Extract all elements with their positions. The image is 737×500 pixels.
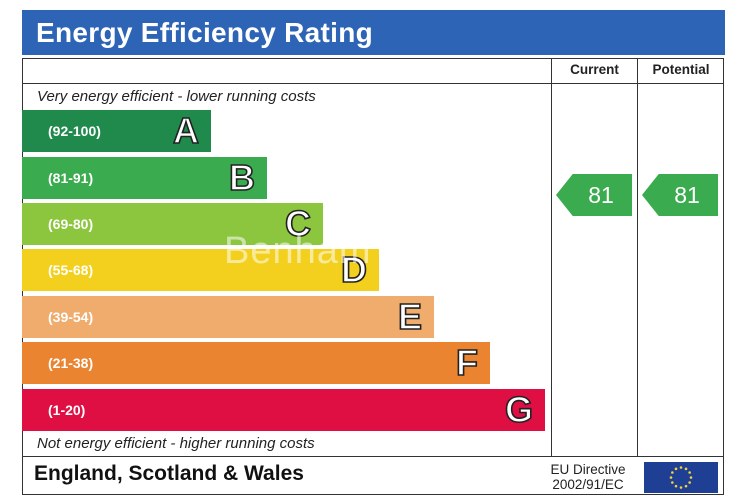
band-range: (55-68) (48, 262, 94, 278)
band-c: (69-80) C (22, 202, 323, 245)
eu-stars-icon (669, 466, 693, 489)
column-divider-potential (637, 58, 638, 456)
eu-star-icon (674, 467, 678, 471)
directive-line-2: 2002/91/EC (552, 477, 624, 492)
column-header-divider (22, 83, 724, 84)
directive-line-1: EU Directive (550, 462, 626, 477)
eu-directive: EU Directive 2002/91/EC (536, 462, 640, 492)
band-b: (81-91) B (22, 156, 267, 199)
eu-star-icon (671, 471, 674, 474)
current-column-header: Current (570, 62, 619, 77)
band-letter: G (504, 388, 534, 431)
eu-star-icon (689, 476, 693, 479)
chart-title: Energy Efficiency Rating (22, 10, 725, 55)
current-rating-arrow: 81 (556, 174, 632, 216)
column-divider-current (551, 58, 552, 456)
band-letter: D (340, 248, 368, 291)
bottom-note: Not energy efficient - higher running co… (37, 435, 315, 452)
band-range: (39-54) (48, 309, 94, 325)
band-range: (81-91) (48, 170, 94, 186)
band-a: (92-100) A (22, 109, 211, 152)
eu-star-icon (671, 481, 674, 484)
band-e: (39-54) E (22, 295, 434, 338)
band-letter: F (455, 341, 479, 384)
band-letter: A (172, 109, 200, 152)
band-letter: E (397, 295, 423, 338)
eu-star-icon (674, 484, 678, 488)
band-range: (21-38) (48, 355, 94, 371)
potential-column-header: Potential (652, 62, 710, 77)
band-range: (1-20) (48, 402, 86, 418)
eu-star-icon (684, 467, 688, 471)
region-label: England, Scotland & Wales (34, 462, 304, 485)
potential-rating-arrow: 81 (642, 174, 718, 216)
band-f: (21-38) F (22, 341, 490, 384)
eu-star-icon (679, 466, 683, 469)
eu-flag-icon (644, 462, 718, 493)
top-note: Very energy efficient - lower running co… (37, 88, 316, 105)
eu-star-icon (684, 484, 688, 488)
band-range: (92-100) (48, 123, 101, 139)
band-letter: C (284, 202, 312, 245)
band-g: (1-20) G (22, 388, 545, 431)
band-letter: B (228, 156, 256, 199)
band-range: (69-80) (48, 216, 94, 232)
eu-star-icon (669, 476, 673, 479)
footer-divider (22, 456, 724, 457)
eu-star-icon (688, 471, 691, 474)
band-d: (55-68) D (22, 248, 379, 291)
eu-star-icon (688, 481, 691, 484)
eu-star-icon (679, 486, 683, 489)
